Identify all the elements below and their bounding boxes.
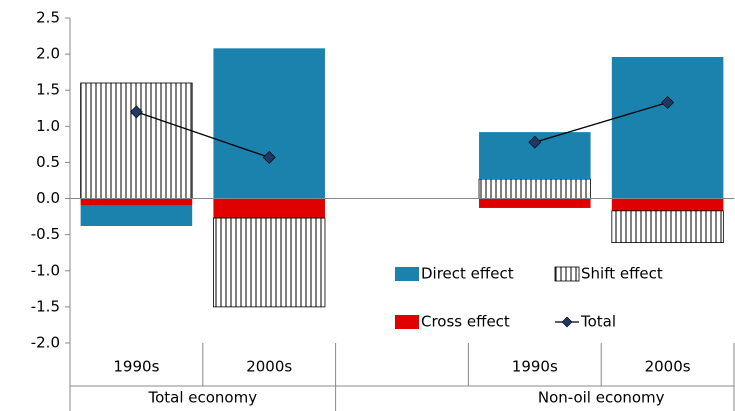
y-tick-label: 0.0 [36,189,60,207]
legend-marker [561,316,573,328]
total-marker [129,105,143,119]
bar [611,210,724,244]
x-tick-label: 1990s [113,358,159,376]
y-tick-label: 1.5 [36,81,60,99]
y-tick-label: 2.0 [36,45,60,63]
legend-swatch [395,267,419,281]
bar [80,82,193,199]
legend-label: Total [580,313,616,331]
x-tick-label: 2000s [645,358,691,376]
bar [213,198,325,219]
bar [213,48,325,199]
legend-label: Shift effect [581,265,663,283]
y-tick-label: 1.0 [36,117,60,135]
y-tick-label: -2.0 [31,334,60,352]
y-tick-label: -0.5 [31,225,60,243]
group-label: Total economy [147,389,257,407]
x-tick-label: 2000s [246,358,292,376]
total-marker [528,135,542,149]
total-line [136,101,668,159]
bar [80,198,193,206]
legend-swatch [395,315,419,329]
bar [611,198,724,211]
y-tick-label: 0.5 [36,153,60,171]
y-tick-label: -1.5 [31,297,60,315]
bar [80,205,193,226]
total-marker [262,150,276,164]
bar [478,178,591,199]
y-tick-label: -1.0 [31,261,60,279]
bar [479,198,591,208]
bar [611,57,724,199]
legend-label: Direct effect [421,265,514,283]
x-tick-label: 1990s [512,358,558,376]
y-tick-label: 2.5 [36,9,60,27]
legend-swatch [554,266,580,282]
bar [213,217,326,308]
total-marker [661,96,675,109]
group-label: Non-oil economy [538,389,665,407]
legend-label: Cross effect [421,313,510,331]
